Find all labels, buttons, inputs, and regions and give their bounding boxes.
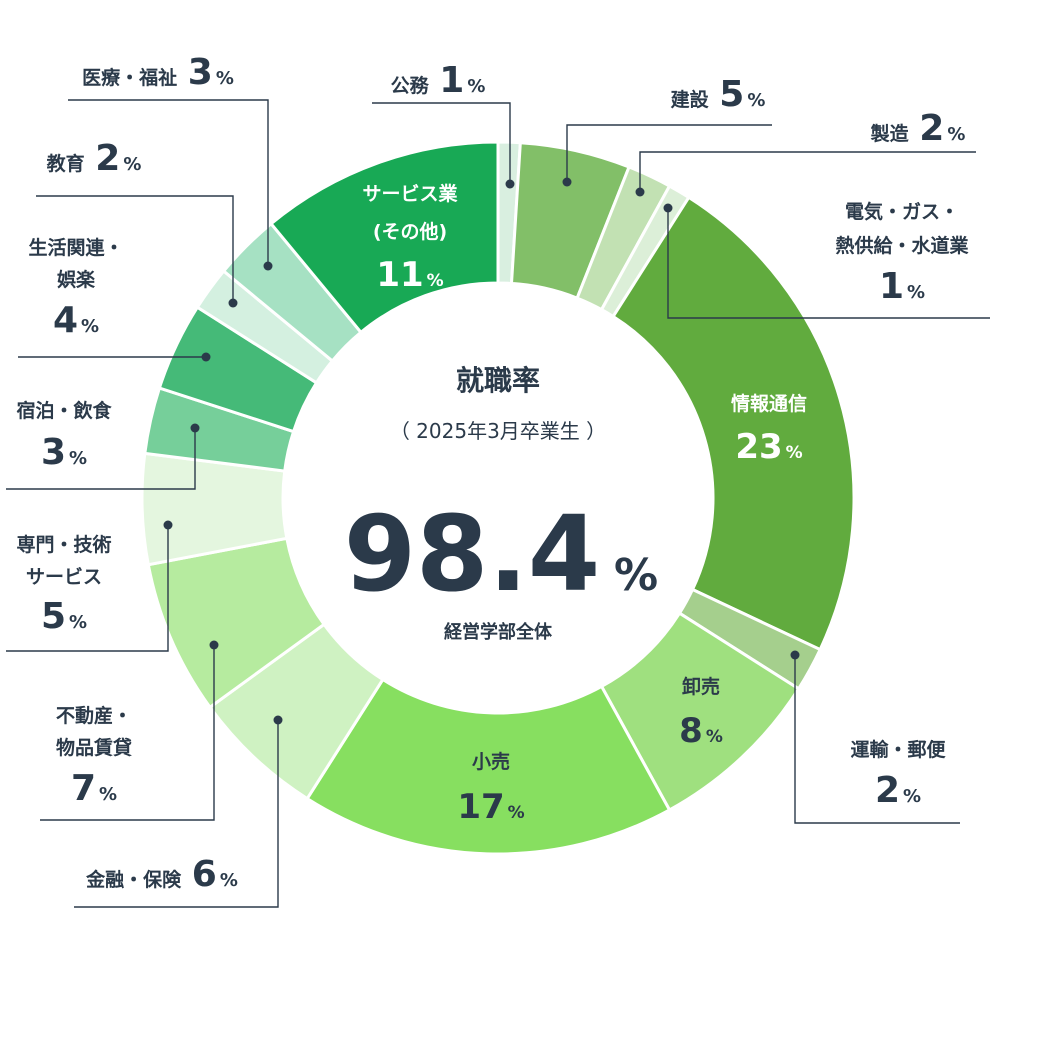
- slice-1-label: 公務 1%: [391, 60, 486, 101]
- slice-11-leader-line: [6, 525, 169, 652]
- slice-11-leader-dot: [163, 520, 173, 530]
- slice-13-leader-dot: [201, 352, 211, 362]
- slice-10-leader-line: [40, 645, 215, 821]
- slice-12-label-line-1: 宿泊・飲食: [16, 399, 112, 422]
- center-rate-unit: %: [614, 550, 658, 601]
- slice-6-leader-dot: [790, 650, 800, 660]
- slice-13-label-line-2: 娯楽: [57, 268, 96, 291]
- slice-1-leader-line: [372, 102, 511, 184]
- slice-5-value-label: 23%: [735, 427, 802, 467]
- slice-10-value-label: 7%: [71, 768, 117, 809]
- slice-5-label-line-1: 情報通信: [731, 392, 807, 415]
- slice-9-leader-dot: [273, 715, 283, 725]
- slice-10-label-line-2: 物品賃貸: [56, 736, 132, 759]
- slice-16-value-label: 11%: [376, 255, 443, 295]
- slice-5-arc: [611, 195, 856, 652]
- slice-7-label-line-1: 卸売: [682, 675, 720, 698]
- slice-4-label-line-2: 熱供給・水道業: [835, 234, 969, 257]
- donut-slices: [140, 140, 856, 856]
- slice-8-value-label: 17%: [457, 787, 524, 827]
- leader-lines: [6, 99, 990, 908]
- slice-9-label: 金融・保険 6%: [85, 854, 238, 895]
- slice-11-value-label: 5%: [41, 596, 87, 637]
- slice-4-label-line-1: 電気・ガス・: [845, 200, 959, 223]
- slice-3-leader-line: [639, 151, 976, 192]
- slice-12-leader-line: [6, 428, 196, 490]
- slice-16-arc: [268, 140, 500, 335]
- slice-9-leader-line: [74, 720, 279, 908]
- slice-12-value-label: 3%: [41, 432, 87, 473]
- slice-15-label: 医療・福祉 3%: [82, 52, 234, 93]
- slice-6-leader-line: [794, 655, 960, 824]
- slice-14-leader-dot: [228, 298, 238, 308]
- center-summary: 就職率 （ 2025年3月卒業生 ） 98.4 % 経営学部全体: [344, 364, 658, 643]
- slice-2-leader-dot: [562, 177, 572, 187]
- slice-6-label-line-1: 運輸・郵便: [850, 738, 946, 761]
- center-caption: 経営学部全体: [444, 621, 553, 643]
- slice-13-label-line-1: 生活関連・: [28, 236, 123, 259]
- slice-4-value-label: 1%: [879, 266, 925, 307]
- slice-15-leader-dot: [263, 261, 273, 271]
- slice-3-label: 製造 2%: [870, 108, 966, 149]
- slice-2-label: 建設 5%: [671, 74, 766, 115]
- slice-1-leader-dot: [505, 179, 515, 189]
- slice-8-arc: [305, 677, 672, 856]
- slice-11-label-line-2: サービス: [26, 566, 102, 588]
- slice-6-value-label: 2%: [875, 770, 921, 811]
- slice-10-label-line-1: 不動産・: [56, 704, 132, 727]
- slice-7-value-label: 8%: [679, 711, 723, 751]
- slice-labels: 公務 1 % 建設 5 % 製造 2 % 電気・ガス・熱供給・水道業 1 % 運輸・郵便 2 % 金融・…: [16, 52, 969, 895]
- slice-12-leader-dot: [190, 423, 200, 433]
- slice-2-leader-line: [566, 124, 772, 182]
- center-subtitle: （ 2025年3月卒業生 ）: [390, 419, 606, 443]
- slice-11-label-line-1: 専門・技術: [16, 533, 111, 556]
- slice-16-label-line-1: サービス業: [362, 182, 458, 205]
- slice-14-label: 教育 2%: [47, 138, 142, 179]
- slice-3-leader-dot: [635, 187, 645, 197]
- slice-4-leader-dot: [663, 203, 673, 213]
- slice-15-leader-line: [68, 99, 269, 266]
- slice-13-value-label: 4%: [53, 300, 99, 341]
- center-title: 就職率: [456, 364, 540, 397]
- slice-14-leader-line: [36, 195, 234, 303]
- slice-4-leader-line: [667, 208, 990, 319]
- slice-16-label-line-2: (その他): [373, 220, 447, 243]
- slice-8-label-line-1: 小売: [472, 750, 510, 773]
- center-rate-value: 98.4: [344, 493, 601, 615]
- slice-10-leader-dot: [209, 640, 219, 650]
